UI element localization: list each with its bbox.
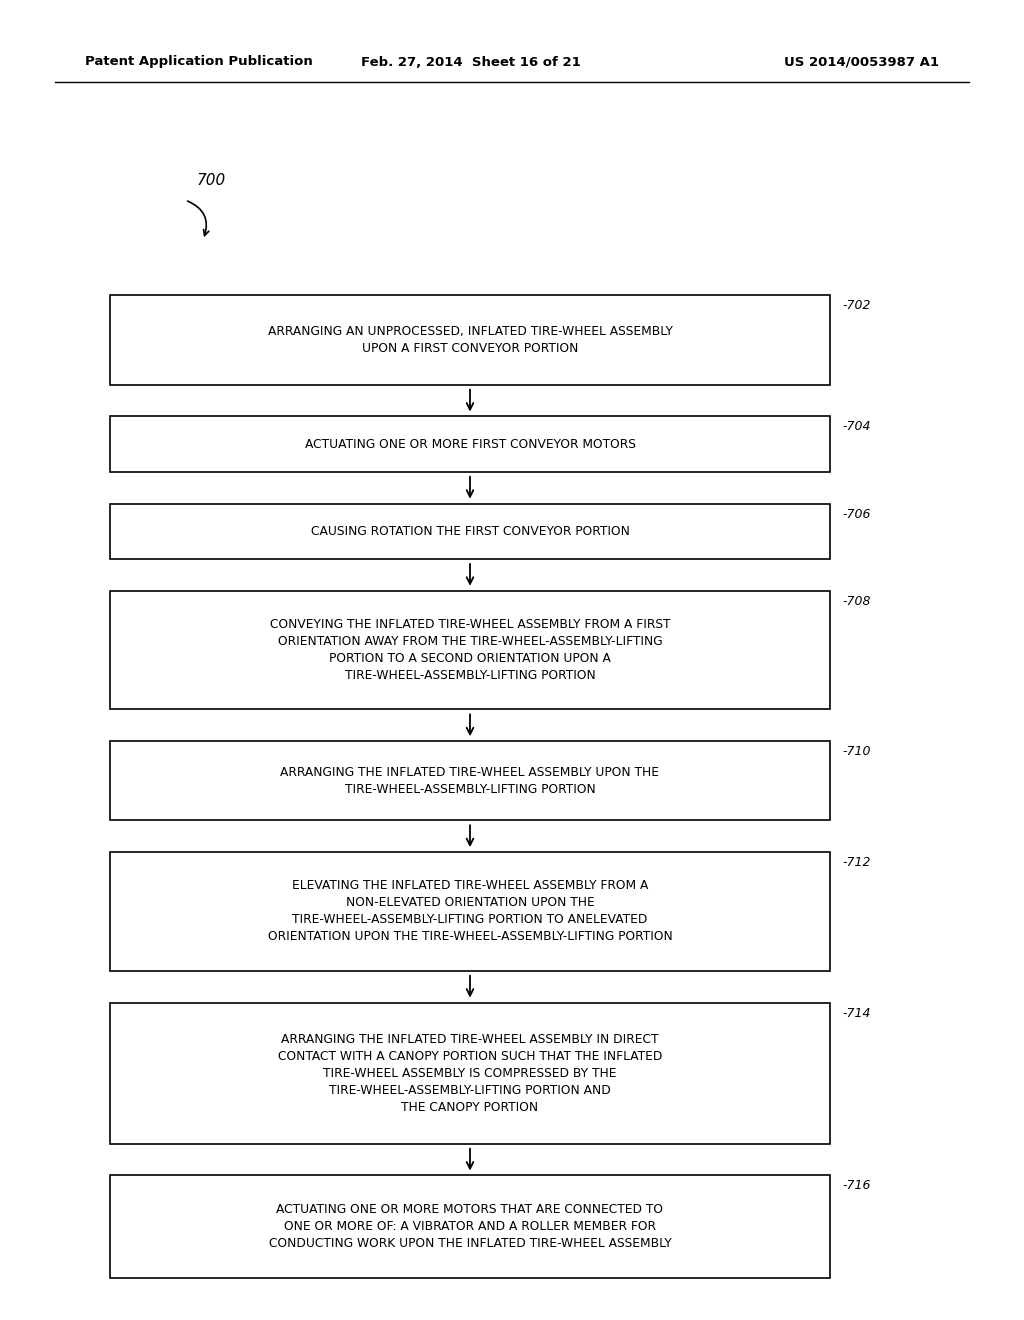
Text: CONVEYING THE INFLATED TIRE-WHEEL ASSEMBLY FROM A FIRST
ORIENTATION AWAY FROM TH: CONVEYING THE INFLATED TIRE-WHEEL ASSEMB… [269, 618, 671, 682]
Text: Patent Application Publication: Patent Application Publication [85, 55, 312, 69]
Text: ACTUATING ONE OR MORE FIRST CONVEYOR MOTORS: ACTUATING ONE OR MORE FIRST CONVEYOR MOT… [304, 438, 636, 450]
Text: -706: -706 [842, 508, 870, 520]
Bar [110, 1175, 830, 1278]
Text: ARRANGING AN UNPROCESSED, INFLATED TIRE-WHEEL ASSEMBLY
UPON A FIRST CONVEYOR POR: ARRANGING AN UNPROCESSED, INFLATED TIRE-… [267, 325, 673, 355]
Text: Feb. 27, 2014  Sheet 16 of 21: Feb. 27, 2014 Sheet 16 of 21 [361, 55, 581, 69]
Text: -704: -704 [842, 421, 870, 433]
Text: ARRANGING THE INFLATED TIRE-WHEEL ASSEMBLY UPON THE
TIRE-WHEEL-ASSEMBLY-LIFTING : ARRANGING THE INFLATED TIRE-WHEEL ASSEMB… [281, 766, 659, 796]
Bar [110, 294, 830, 384]
Text: -716: -716 [842, 1180, 870, 1192]
Text: 700: 700 [197, 173, 226, 187]
Text: -708: -708 [842, 595, 870, 607]
Bar [110, 851, 830, 970]
FancyArrowPatch shape [187, 201, 209, 235]
Bar [110, 503, 830, 558]
Text: ARRANGING THE INFLATED TIRE-WHEEL ASSEMBLY IN DIRECT
CONTACT WITH A CANOPY PORTI: ARRANGING THE INFLATED TIRE-WHEEL ASSEMB… [278, 1032, 663, 1114]
Text: US 2014/0053987 A1: US 2014/0053987 A1 [784, 55, 939, 69]
Bar [110, 1002, 830, 1143]
Text: -710: -710 [842, 746, 870, 758]
Bar [110, 741, 830, 820]
Bar [110, 416, 830, 471]
Text: -712: -712 [842, 857, 870, 869]
Text: ELEVATING THE INFLATED TIRE-WHEEL ASSEMBLY FROM A
NON-ELEVATED ORIENTATION UPON : ELEVATING THE INFLATED TIRE-WHEEL ASSEMB… [267, 879, 673, 944]
Text: ACTUATING ONE OR MORE MOTORS THAT ARE CONNECTED TO
ONE OR MORE OF: A VIBRATOR AN: ACTUATING ONE OR MORE MOTORS THAT ARE CO… [268, 1204, 672, 1250]
Text: -702: -702 [842, 300, 870, 312]
Text: -714: -714 [842, 1007, 870, 1019]
Text: CAUSING ROTATION THE FIRST CONVEYOR PORTION: CAUSING ROTATION THE FIRST CONVEYOR PORT… [310, 525, 630, 537]
Bar [110, 590, 830, 709]
